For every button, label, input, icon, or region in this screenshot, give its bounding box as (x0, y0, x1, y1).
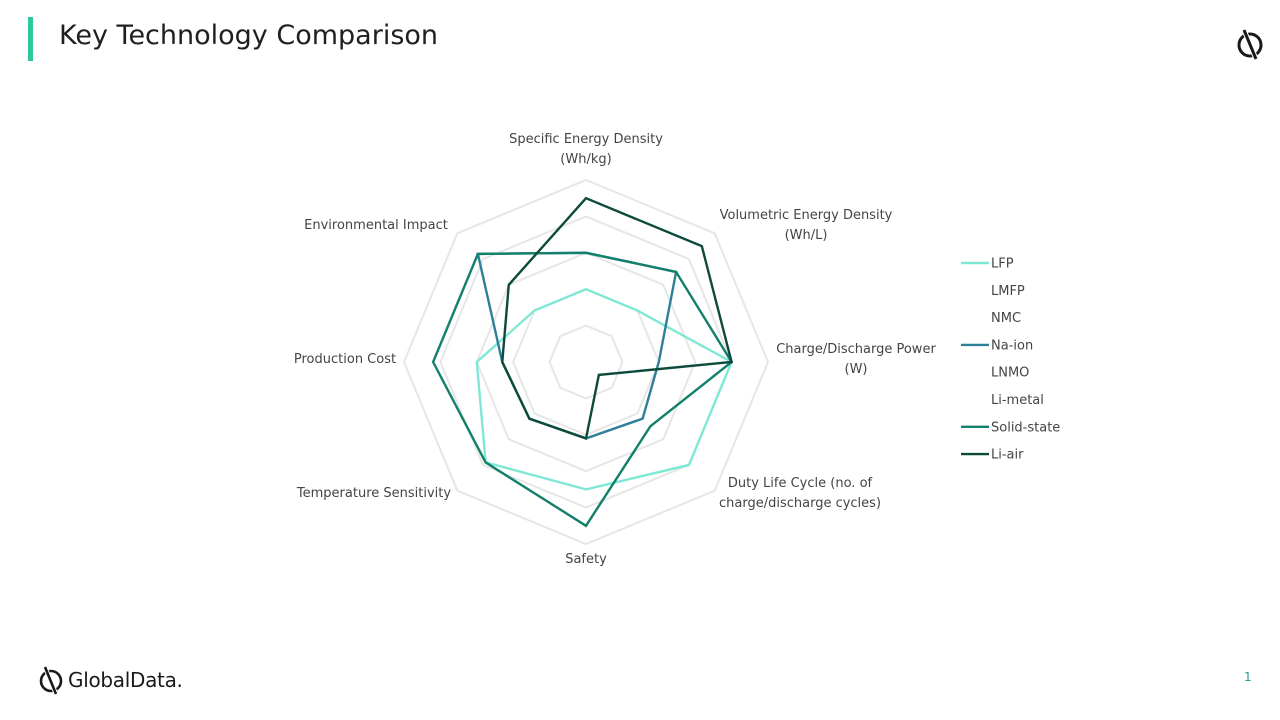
legend-label-lnmo: LNMO (991, 366, 1029, 381)
footer-brand: GlobalData. (68, 668, 183, 692)
page-number: 1 (1244, 670, 1252, 684)
series-line-lfp (475, 287, 734, 491)
legend-label-lfp: LFP (991, 257, 1014, 272)
axis-label-8: Environmental Impact (304, 218, 448, 233)
axis-label-2: Volumetric Energy Density (Wh/L) (720, 208, 893, 243)
series-line-li-air (501, 196, 734, 441)
page-title: Key Technology Comparison (59, 20, 439, 51)
globaldata-logo-icon (1237, 29, 1263, 60)
title-accent-bar (28, 17, 33, 61)
legend-label-nmc: NMC (991, 311, 1021, 326)
axis-label-5: Safety (565, 552, 607, 567)
axis-label-4: Duty Life Cycle (no. of charge/discharge … (719, 476, 881, 511)
grid-ring-1 (548, 324, 624, 400)
legend-label-li-air: Li-air (991, 448, 1024, 463)
axis-label-1: Specific Energy Density (Wh/kg) (509, 132, 663, 167)
radar-grid (402, 178, 770, 546)
series-line-solid-state (431, 251, 734, 528)
grid-ring-4 (439, 215, 733, 509)
radar-axis-labels: Specific Energy Density (Wh/kg) Volumetric… (294, 132, 937, 567)
series-line-na-ion (476, 251, 678, 440)
legend-label-solid-state: Solid-state (991, 420, 1060, 435)
legend-label-lmfp: LMFP (991, 284, 1025, 299)
axis-label-6: Temperature Sensitivity (296, 486, 451, 501)
legend-label-li-metal: Li-metal (991, 393, 1044, 408)
radar-series (431, 196, 734, 528)
chart-legend: LFP LMFP NMC Na-ion LNMO Li-metal Solid-state L… (961, 257, 1060, 463)
globaldata-footer-logo-icon (39, 666, 63, 695)
axis-label-7: Production Cost (294, 352, 396, 367)
grid-ring-5 (402, 178, 770, 546)
grid-ring-3 (475, 251, 697, 473)
legend-label-na-ion: Na-ion (991, 338, 1033, 353)
axis-label-3: Charge/Discharge Power (W) (776, 342, 936, 377)
